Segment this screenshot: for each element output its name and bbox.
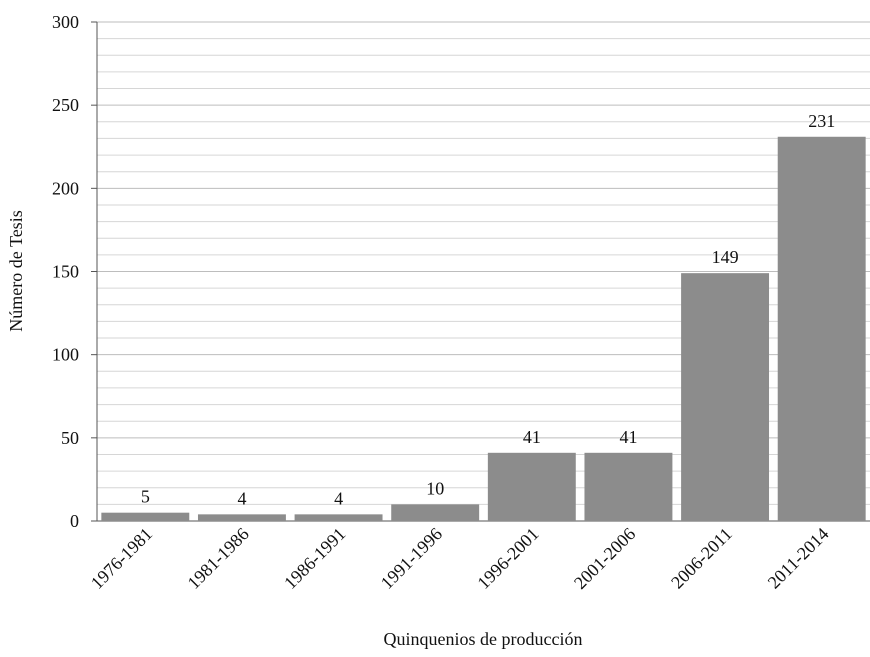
value-label: 4	[334, 488, 343, 508]
value-label: 41	[523, 427, 541, 447]
y-tick-label: 150	[52, 262, 79, 282]
bar	[101, 512, 190, 521]
value-label: 10	[426, 478, 444, 498]
y-tick-label: 300	[52, 12, 79, 32]
y-tick-label: 100	[52, 345, 79, 365]
bar	[487, 452, 576, 521]
bar	[391, 504, 480, 521]
x-tick-label: 1991-1996	[377, 524, 446, 593]
value-label: 149	[712, 247, 739, 267]
x-tick-label: 1996-2001	[473, 524, 542, 593]
x-axis-title: Quinquenios de producción	[384, 629, 583, 649]
value-label: 4	[237, 488, 246, 508]
y-axis-title: Número de Tesis	[6, 210, 26, 331]
y-tick-label: 200	[52, 178, 79, 198]
bar	[197, 514, 286, 521]
x-tick-label: 1981-1986	[183, 524, 252, 593]
x-tick-label: 2011-2014	[764, 524, 833, 593]
bar	[681, 273, 770, 521]
x-tick-label: 2006-2011	[667, 524, 736, 593]
y-tick-label: 0	[70, 511, 79, 531]
bar	[584, 452, 673, 521]
value-label: 231	[808, 111, 835, 131]
x-tick-label: 1986-1991	[280, 524, 349, 593]
x-tick-label: 2001-2006	[570, 524, 639, 593]
bar	[294, 514, 383, 521]
value-label: 5	[141, 487, 150, 507]
x-tick-label: 1976-1981	[87, 524, 156, 593]
y-tick-label: 50	[61, 428, 79, 448]
value-label: 41	[619, 427, 637, 447]
y-tick-label: 250	[52, 95, 79, 115]
bar	[777, 136, 866, 521]
